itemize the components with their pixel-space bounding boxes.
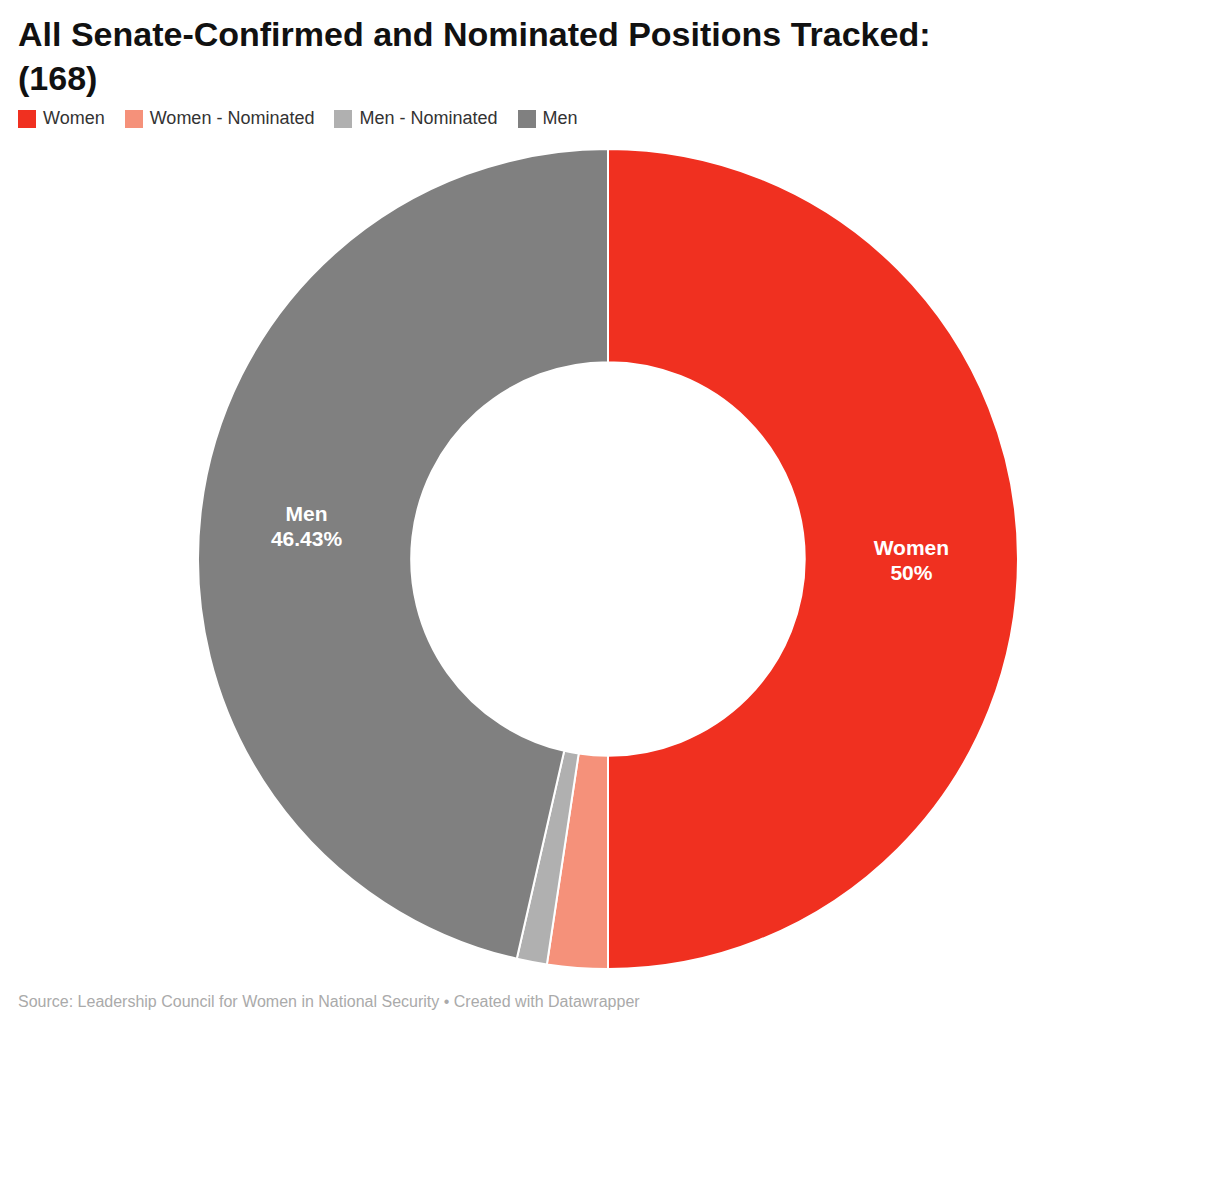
html-text:Men: Men: [542, 108, 578, 129]
html-text:Men - Nominated: Men - Nominated: [359, 108, 498, 129]
svg-text:Women50%: Women50%: [874, 536, 949, 584]
html-text:All Senate-Confirmed and Nomin: All Senate-Confirmed and Nominated Posit…: [18, 15, 931, 53]
svg-text:Men46.43%: Men46.43%: [271, 502, 343, 550]
html-text:Women - Nominated: Women - Nominated: [149, 108, 315, 129]
html-text:(168): (168): [18, 59, 98, 98]
html-text:Source: Leadership Council for: Source: Leadership Council for Women in …: [18, 993, 640, 1011]
html-text:Women: Women: [43, 108, 105, 129]
